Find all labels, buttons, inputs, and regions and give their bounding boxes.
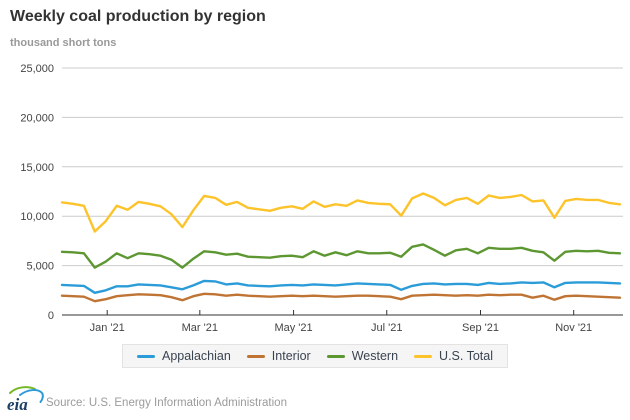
y-tick-label: 0 <box>48 310 54 322</box>
x-tick-label: Jul '21 <box>371 322 402 334</box>
x-tick-label: Mar '21 <box>182 322 218 334</box>
legend-swatch <box>136 354 155 358</box>
y-tick-label: 10,000 <box>20 211 54 223</box>
x-tick-label: May '21 <box>274 322 312 334</box>
legend-label: U.S. Total <box>439 349 494 363</box>
page-title: Weekly coal production by region <box>10 8 266 25</box>
legend-item-interior[interactable]: Interior <box>246 349 311 363</box>
legend-item-western[interactable]: Western <box>326 349 399 363</box>
series-line-appalachian <box>60 279 622 295</box>
x-tick-label: Sep '21 <box>462 322 499 334</box>
x-tick-label: Nov '21 <box>555 322 592 334</box>
eia-logo[interactable]: eia <box>7 384 45 414</box>
eia-logo-text: eia <box>7 395 28 414</box>
legend-swatch <box>246 354 265 358</box>
series-line-western <box>60 243 622 269</box>
y-tick-label: 25,000 <box>20 63 54 75</box>
legend-label: Interior <box>271 349 311 363</box>
legend-swatch <box>414 354 433 358</box>
units-label: thousand short tons <box>10 37 117 49</box>
eia-logo-blue-swoosh <box>19 389 44 403</box>
eia-logo-green-swoosh <box>9 386 36 394</box>
legend-label: Western <box>351 349 399 363</box>
legend-label: Appalachian <box>161 349 231 363</box>
chart-legend: Appalachian Interior Western U.S. Total <box>121 344 509 368</box>
y-tick-label: 5,000 <box>26 261 54 273</box>
x-tick-label: Jan '21 <box>90 322 125 334</box>
series-line-interior <box>60 292 622 303</box>
legend-item-u-s-total[interactable]: U.S. Total <box>414 349 493 363</box>
chart-canvas[interactable]: 0 5,000 10,000 15,000 20,000 25,000 Jan '21 Mar… <box>0 54 630 344</box>
series-line-u-s-total <box>60 192 622 233</box>
y-tick-label: 20,000 <box>20 112 54 124</box>
source-text: Source: U.S. Energy Information Administ… <box>46 397 287 409</box>
y-tick-label: 15,000 <box>20 162 54 174</box>
legend-swatch <box>326 354 345 358</box>
legend-item-appalachian[interactable]: Appalachian <box>136 349 231 363</box>
